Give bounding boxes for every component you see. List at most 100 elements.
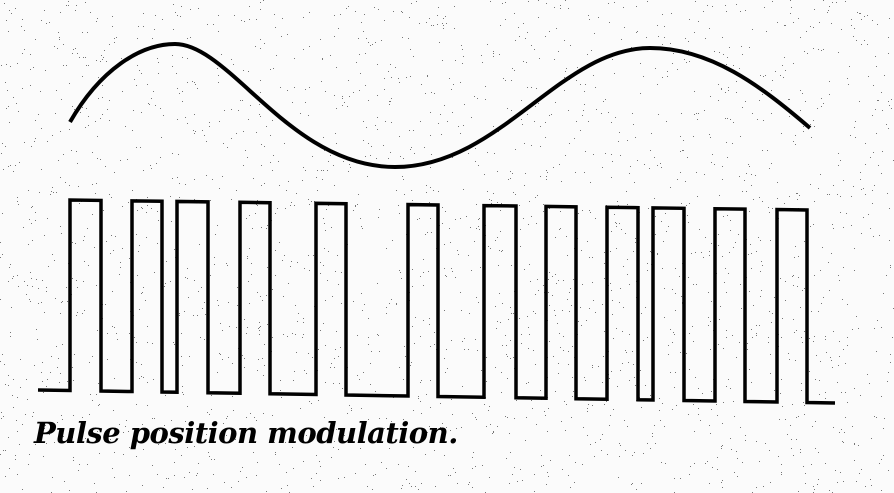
noise-dot [728,87,729,88]
noise-dot [722,480,723,481]
noise-dot [351,408,352,409]
noise-dot [430,346,431,347]
noise-dot [323,265,324,266]
noise-dot [291,202,292,203]
noise-dot [783,77,784,78]
noise-dot [619,302,620,303]
noise-dot [788,99,789,100]
noise-dot [430,218,431,219]
noise-dot [263,0,264,1]
noise-dot [141,376,142,377]
noise-dot [839,356,840,357]
noise-dot [585,84,586,85]
noise-dot [512,474,513,475]
noise-dot [272,289,273,290]
noise-dot [568,364,569,365]
noise-dot [693,136,694,137]
noise-dot [74,354,75,355]
noise-dot [275,213,276,214]
noise-dot [703,257,704,258]
noise-dot [704,174,705,175]
noise-dot [652,433,653,434]
noise-dot [830,357,831,358]
noise-dot [751,268,752,269]
noise-dot [751,253,752,254]
noise-dot [484,174,485,175]
noise-dot [196,475,197,476]
noise-dot [843,349,844,350]
noise-dot [181,356,182,357]
noise-dot [476,228,477,229]
noise-dot [560,228,561,229]
noise-dot [611,177,612,178]
noise-dot [734,416,735,417]
noise-dot [85,57,86,58]
noise-dot [199,244,200,245]
noise-dot [275,454,276,455]
noise-dot [102,85,103,86]
noise-dot [804,405,805,406]
noise-dot [10,66,11,67]
noise-dot [55,298,56,299]
noise-dot [357,335,358,336]
noise-dot [264,183,265,184]
noise-dot [175,449,176,450]
noise-dot [73,415,74,416]
noise-dot [132,190,133,191]
noise-dot [723,348,724,349]
noise-dot [145,300,146,301]
noise-dot [425,93,426,94]
noise-dot [604,252,605,253]
noise-dot [546,170,547,171]
noise-dot [780,393,781,394]
noise-dot [435,486,436,487]
noise-dot [463,189,464,190]
noise-dot [637,160,638,161]
noise-dot [616,223,617,224]
noise-dot [511,110,512,111]
noise-dot [283,334,284,335]
noise-dot [881,92,882,93]
noise-dot [254,417,255,418]
noise-dot [242,100,243,101]
noise-dot [256,132,257,133]
noise-dot [453,468,454,469]
noise-dot [587,54,588,55]
noise-dot [650,150,651,151]
noise-dot [111,197,112,198]
noise-dot [136,147,137,148]
noise-dot [349,405,350,406]
noise-dot [832,367,833,368]
noise-dot [185,421,186,422]
noise-dot [624,27,625,28]
noise-dot [102,97,103,98]
noise-dot [151,208,152,209]
noise-dot [82,32,83,33]
noise-dot [114,378,115,379]
noise-dot [303,167,304,168]
noise-dot [655,443,656,444]
noise-dot [526,383,527,384]
noise-dot [468,255,469,256]
noise-dot [493,193,494,194]
noise-dot [462,341,463,342]
noise-dot [629,380,630,381]
noise-dot [496,328,497,329]
noise-dot [72,437,73,438]
noise-dot [710,349,711,350]
noise-dot [410,76,411,77]
noise-dot [872,203,873,204]
noise-dot [689,333,690,334]
noise-dot [840,160,841,161]
noise-dot [5,146,6,147]
noise-dot [297,321,298,322]
noise-dot [187,268,188,269]
noise-dot [584,104,585,105]
noise-dot [870,479,871,480]
noise-dot [793,455,794,456]
noise-dot [266,228,267,229]
noise-dot [460,218,461,219]
noise-dot [300,408,301,409]
noise-dot [246,477,247,478]
noise-dot [324,150,325,151]
